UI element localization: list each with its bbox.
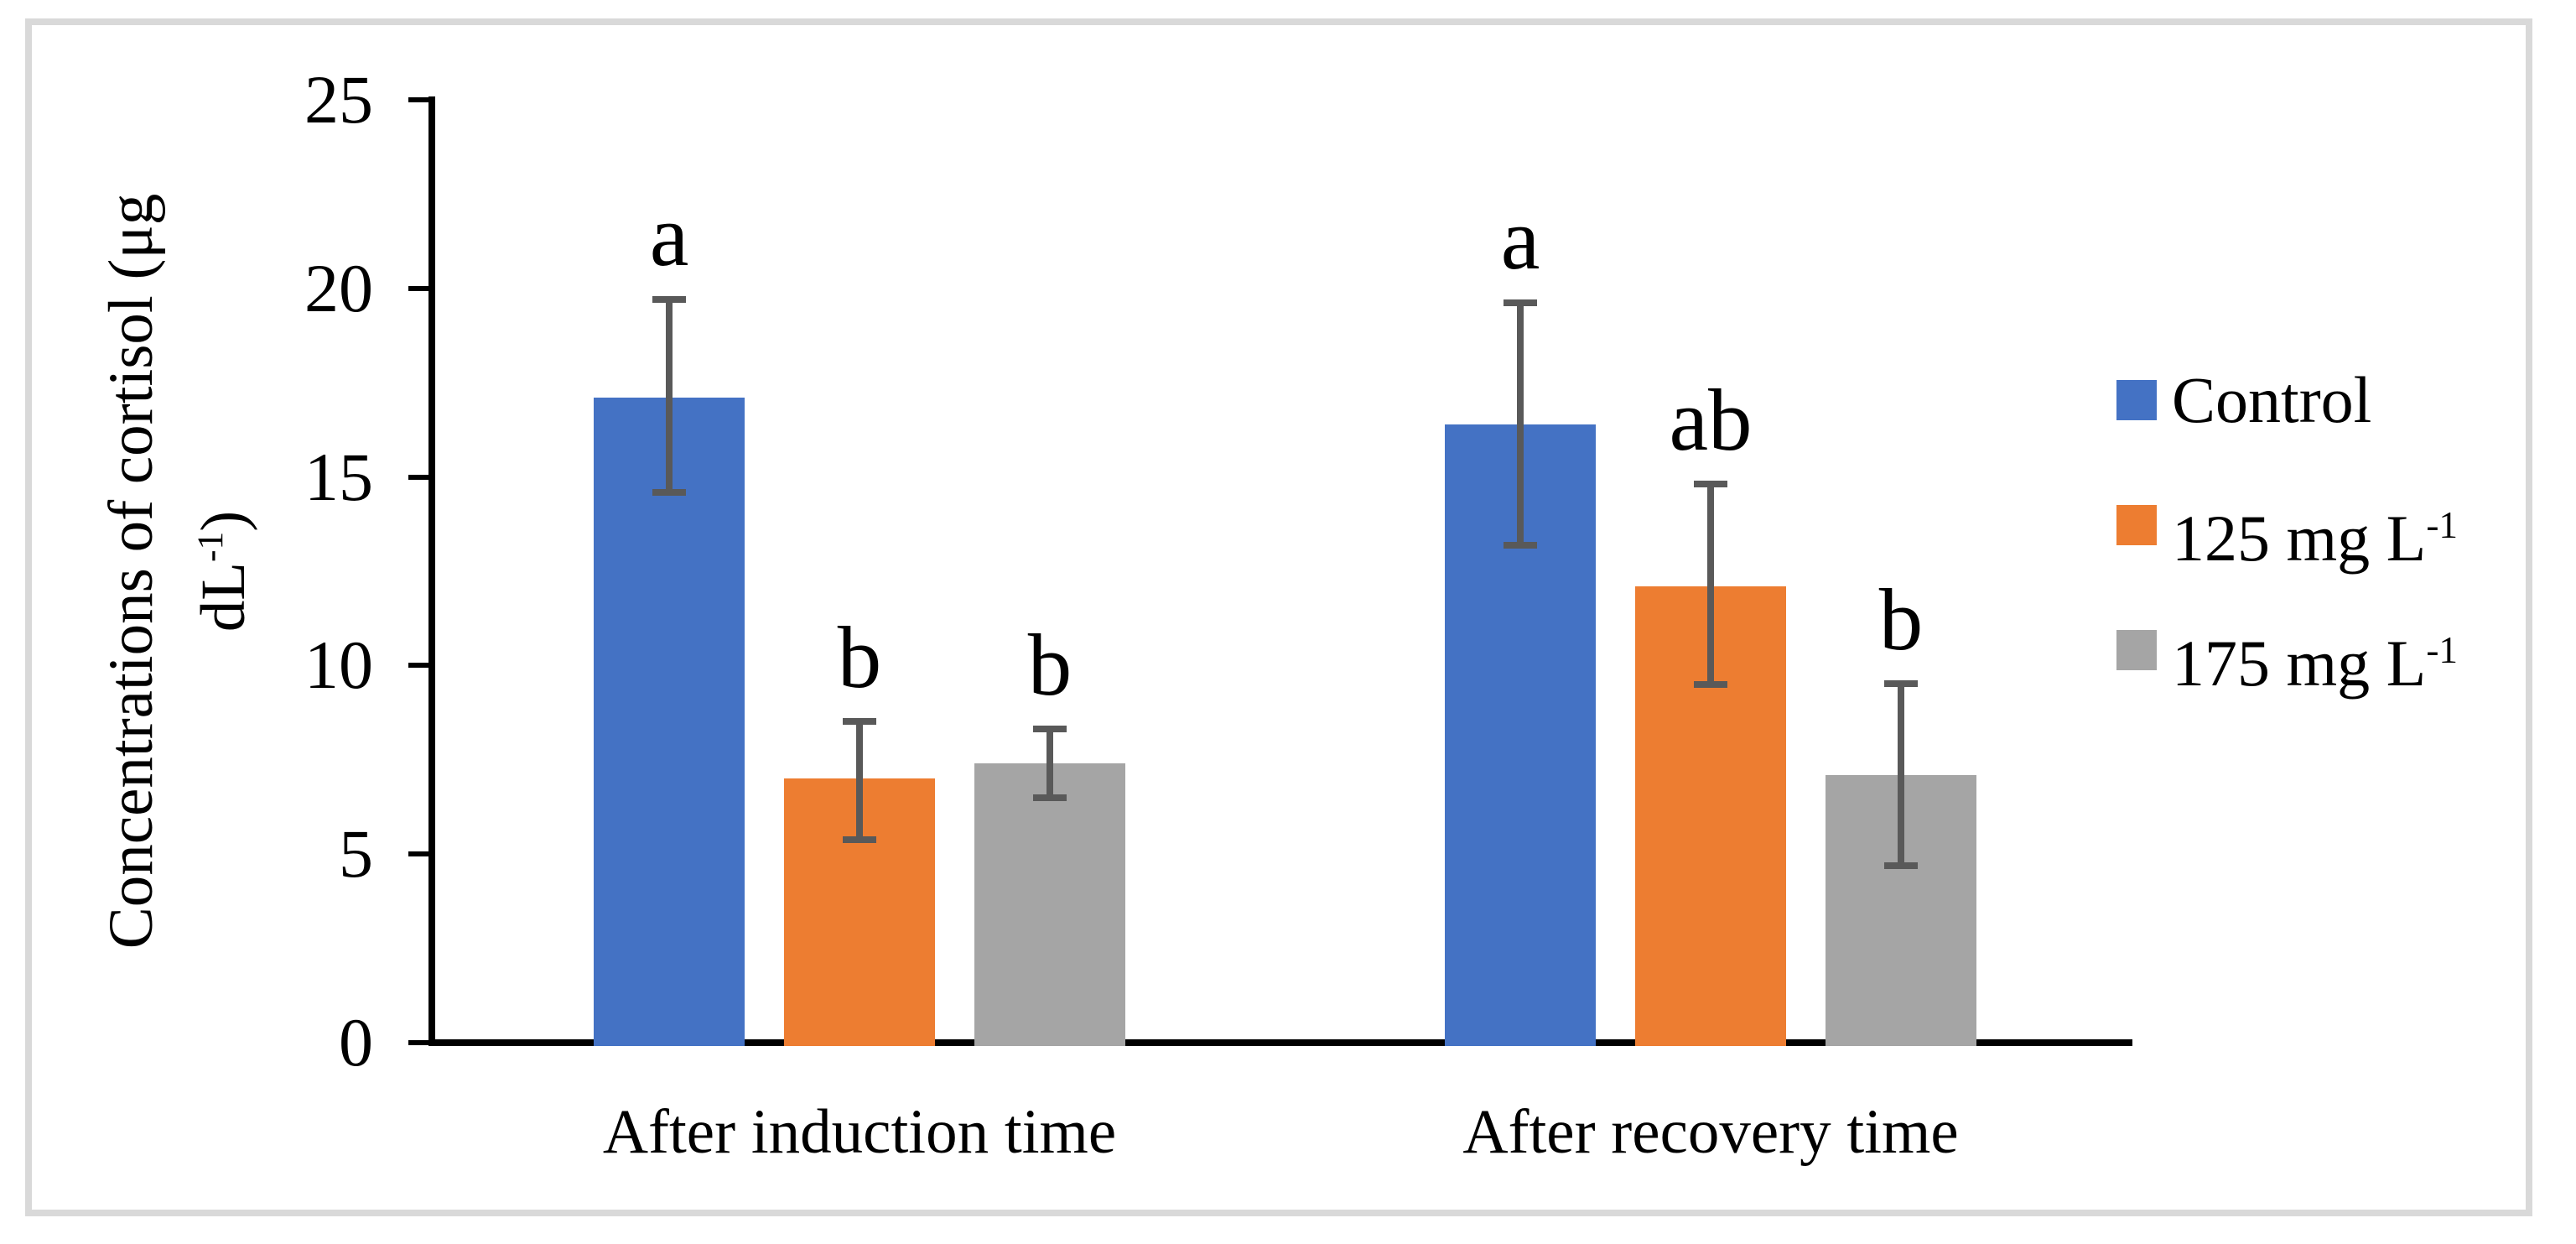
error-bar-cap-bottom — [843, 836, 876, 843]
significance-letter: a — [649, 186, 689, 284]
y-tick-mark — [408, 97, 432, 102]
y-tick-label: 0 — [339, 1004, 373, 1080]
legend-label: 125 mg L-1 — [2172, 502, 2459, 575]
error-bar-cap-top — [1504, 299, 1537, 306]
legend-swatch-icon — [2116, 505, 2157, 545]
legend-swatch-icon — [2116, 630, 2157, 670]
error-bar-stem — [1898, 680, 1904, 869]
y-tick-mark — [408, 286, 432, 291]
y-tick-label: 25 — [304, 61, 373, 138]
legend-label: Control — [2172, 363, 2372, 436]
error-bar-cap-bottom — [1504, 542, 1537, 549]
error-bar-cap-top — [652, 296, 686, 303]
y-axis-title-line: dL-1) — [189, 510, 258, 632]
error-bar-cap-top — [1884, 680, 1918, 687]
legend-swatch-icon — [2116, 380, 2157, 420]
error-bar-cap-top — [1033, 726, 1067, 732]
error-bar-stem — [856, 718, 863, 843]
y-tick-mark — [408, 663, 432, 668]
bar-175-mg-l-1-group1 — [974, 763, 1125, 1046]
y-tick-label: 15 — [304, 439, 373, 515]
significance-letter: a — [1500, 190, 1540, 288]
significance-letter: b — [1878, 570, 1924, 669]
error-bar-stem — [1707, 481, 1714, 688]
legend-label: 175 mg L-1 — [2172, 627, 2459, 700]
y-axis-title-line: Concentrations of cortisol (μg — [96, 193, 166, 950]
error-bar-cap-bottom — [1033, 794, 1067, 801]
x-category-label: After recovery time — [1462, 1097, 1959, 1167]
y-tick-label: 5 — [339, 815, 373, 892]
error-bar-stem — [1046, 726, 1053, 801]
y-axis-title: Concentrations of cortisol (μg dL-1) — [92, 9, 258, 1133]
significance-letter: ab — [1669, 371, 1753, 469]
y-tick-label: 10 — [304, 627, 373, 703]
error-bar-cap-top — [843, 718, 876, 725]
y-axis-line — [428, 96, 435, 1046]
x-category-label: After induction time — [602, 1097, 1117, 1167]
error-bar-cap-top — [1694, 481, 1727, 487]
significance-letter: b — [837, 608, 882, 706]
y-tick-mark — [408, 475, 432, 480]
error-bar-cap-bottom — [652, 489, 686, 496]
significance-letter: b — [1027, 616, 1072, 714]
y-tick-mark — [408, 851, 432, 856]
y-tick-mark — [408, 1040, 432, 1045]
bar-control-group1 — [594, 398, 745, 1046]
figure-border — [25, 18, 2532, 1216]
error-bar-cap-bottom — [1694, 681, 1727, 688]
x-axis-line — [428, 1039, 2132, 1046]
error-bar-stem — [666, 296, 673, 496]
error-bar-stem — [1517, 299, 1524, 549]
y-tick-label: 20 — [304, 250, 373, 326]
error-bar-cap-bottom — [1884, 862, 1918, 869]
